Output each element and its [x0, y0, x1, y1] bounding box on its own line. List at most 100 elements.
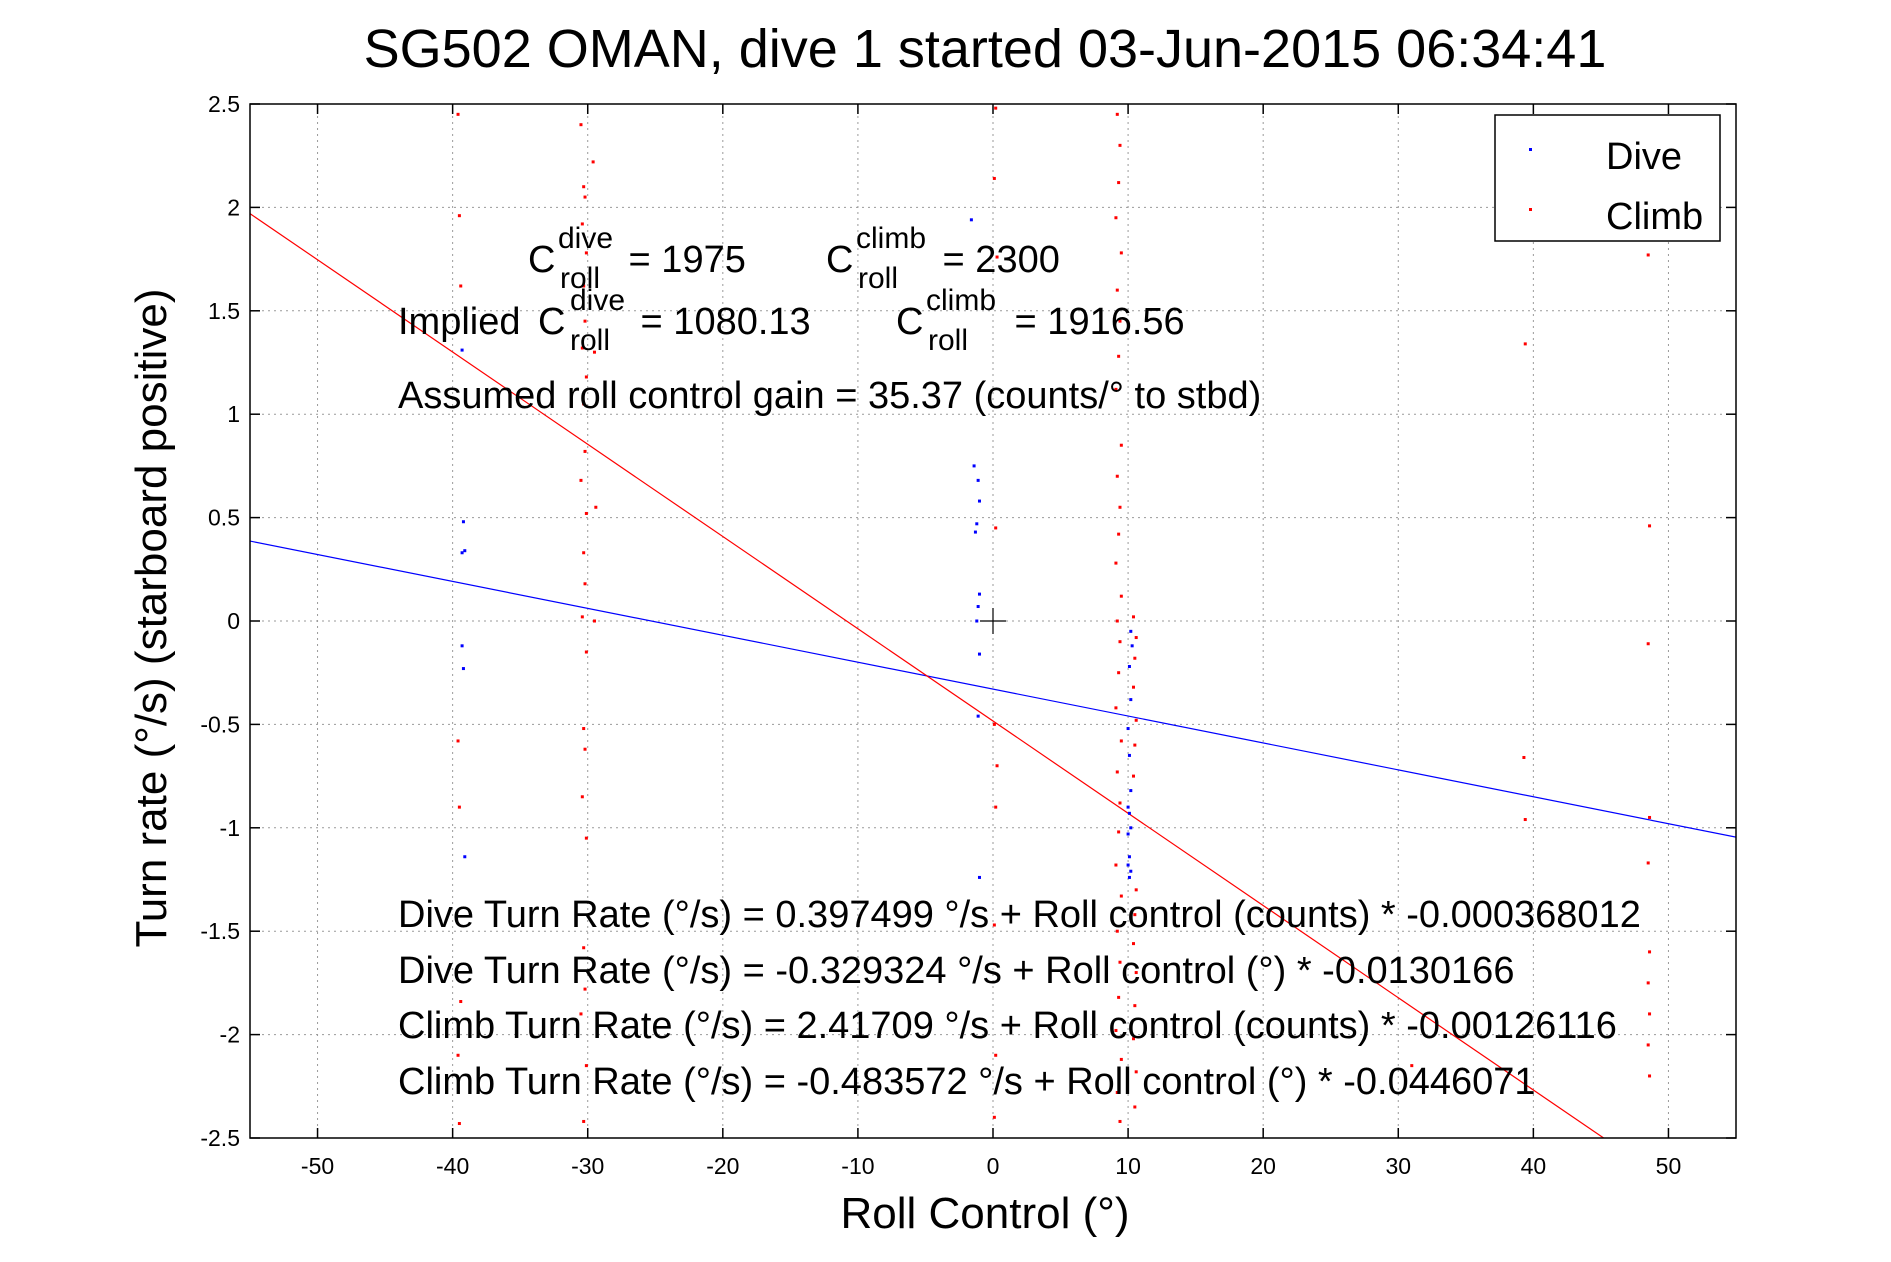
- implied-dive-sub: roll: [570, 324, 610, 357]
- c-roll-climb-sub: roll: [858, 262, 898, 295]
- legend-box: [1494, 114, 1721, 242]
- data-point: [1115, 619, 1119, 623]
- data-point: [977, 592, 981, 596]
- x-tick-label: 10: [1115, 1153, 1141, 1179]
- y-tick-label: 2.5: [208, 91, 240, 117]
- axis-ticks: -50 -40 -30 -20 -10 0 10 20 30 40 50-2.5-2-1.5-1-0…: [200, 91, 1736, 1179]
- data-point: [1114, 863, 1118, 867]
- data-point: [1119, 594, 1123, 598]
- data-point: [1134, 1070, 1138, 1074]
- data-point: [1118, 801, 1122, 805]
- y-tick-label: -1.5: [200, 918, 240, 944]
- x-tick-label: 50: [1656, 1153, 1682, 1179]
- data-point: [1129, 629, 1133, 633]
- data-point: [1127, 664, 1131, 668]
- data-point: [1119, 443, 1123, 447]
- data-point: [1115, 1091, 1119, 1095]
- fit-line: [250, 213, 1605, 1138]
- data-point: [975, 522, 979, 526]
- data-point: [1115, 770, 1119, 774]
- x-axis-label: Roll Control (°): [841, 1189, 1130, 1238]
- data-point: [1131, 942, 1135, 946]
- data-point: [591, 160, 595, 164]
- data-point: [456, 112, 460, 116]
- data-point: [1119, 894, 1123, 898]
- x-tick-label: 20: [1250, 1153, 1276, 1179]
- data-point: [976, 478, 980, 482]
- data-point: [1114, 561, 1118, 565]
- implied-climb-sup: climb: [926, 284, 996, 317]
- data-point: [1130, 644, 1134, 648]
- y-tick-label: 0.5: [208, 505, 240, 531]
- data-point: [992, 176, 996, 180]
- data-point: [1646, 253, 1650, 257]
- data-point: [1126, 863, 1130, 867]
- data-point: [1410, 1064, 1414, 1068]
- data-point: [584, 836, 588, 840]
- data-point: [1646, 861, 1650, 865]
- data-point: [584, 1064, 588, 1068]
- y-tick-label: -0.5: [200, 711, 240, 737]
- data-point: [1648, 1074, 1652, 1078]
- data-point: [1129, 826, 1133, 830]
- data-point: [995, 255, 999, 259]
- data-point: [1118, 143, 1122, 147]
- data-point: [994, 526, 998, 530]
- equation-climb-counts: Climb Turn Rate (°/s) = 2.41709 °/s + Ro…: [398, 1005, 1617, 1047]
- y-tick-label: -2: [220, 1022, 240, 1048]
- data-point: [583, 747, 587, 751]
- data-point: [1134, 718, 1138, 722]
- data-point: [582, 946, 586, 950]
- c-roll-dive-sub: roll: [560, 262, 600, 295]
- data-point: [1133, 1105, 1137, 1109]
- data-point: [969, 218, 973, 222]
- implied-climb-symbol: C: [896, 301, 923, 343]
- data-point: [994, 1053, 998, 1057]
- data-point: [1129, 869, 1133, 873]
- data-point: [579, 1012, 583, 1016]
- data-point: [1114, 216, 1118, 220]
- data-point: [977, 499, 981, 503]
- data-point: [994, 106, 998, 110]
- data-point: [1114, 387, 1118, 391]
- data-point: [1126, 805, 1130, 809]
- fit-lines: [250, 213, 1736, 1138]
- data-point: [1127, 855, 1131, 859]
- data-point: [1131, 685, 1135, 689]
- data-point: [1133, 1004, 1137, 1008]
- data-point: [1114, 1028, 1118, 1032]
- y-tick-label: 2: [227, 194, 240, 220]
- x-tick-label: -20: [706, 1153, 739, 1179]
- data-points: [456, 106, 1652, 1126]
- data-point: [584, 650, 588, 654]
- legend-climb-label: Climb: [1606, 196, 1703, 238]
- data-point: [460, 348, 464, 352]
- data-point: [1648, 950, 1652, 954]
- data-point: [1646, 1043, 1650, 1047]
- data-point: [1117, 671, 1121, 675]
- data-point: [1118, 960, 1122, 964]
- data-point: [456, 1053, 460, 1057]
- data-point: [1119, 739, 1123, 743]
- y-tick-label: 1: [227, 401, 240, 427]
- data-point: [582, 551, 586, 555]
- data-point: [580, 795, 584, 799]
- c-roll-dive-value: = 1975: [618, 239, 746, 281]
- data-point: [1118, 1119, 1122, 1123]
- data-point: [459, 1000, 463, 1004]
- data-point: [459, 284, 463, 288]
- x-tick-label: 30: [1385, 1153, 1411, 1179]
- data-point: [584, 375, 588, 379]
- y-tick-label: -1: [220, 815, 240, 841]
- data-point: [1117, 181, 1121, 185]
- data-point: [1114, 706, 1118, 710]
- data-point: [583, 449, 587, 453]
- data-point: [579, 123, 583, 127]
- c-roll-climb-symbol: C: [826, 239, 853, 281]
- data-point: [1117, 354, 1121, 358]
- fit-line: [250, 540, 1736, 838]
- data-point: [972, 464, 976, 468]
- legend-dive-marker: [1529, 148, 1532, 151]
- data-point: [1115, 112, 1119, 116]
- data-point: [1646, 642, 1650, 646]
